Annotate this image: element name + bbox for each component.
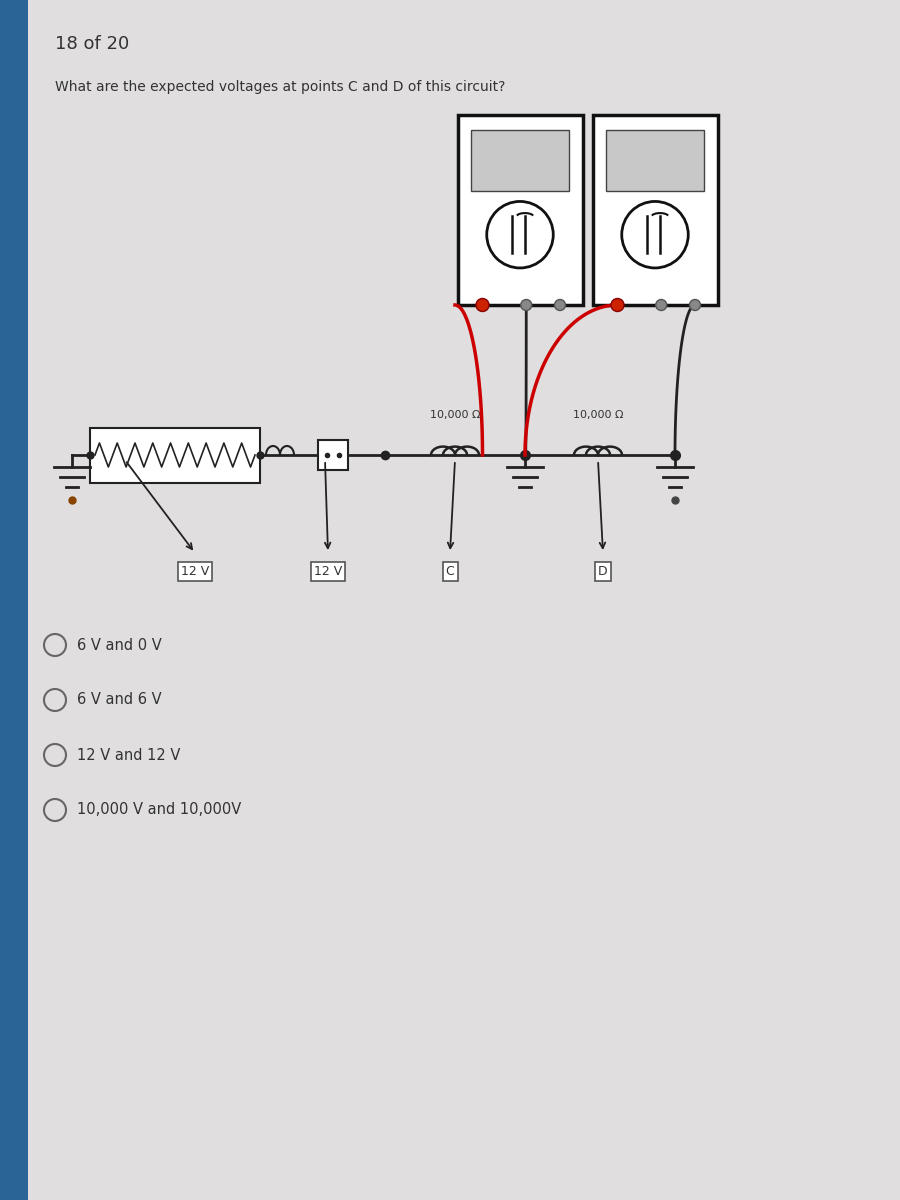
Text: 12 V: 12 V <box>181 565 209 578</box>
Text: 18 of 20: 18 of 20 <box>55 35 130 53</box>
Text: C: C <box>446 565 454 578</box>
Circle shape <box>487 202 554 268</box>
Text: 12 V: 12 V <box>314 565 342 578</box>
Circle shape <box>656 300 667 311</box>
Circle shape <box>611 299 624 312</box>
Text: 6 V and 6 V: 6 V and 6 V <box>77 692 162 708</box>
Text: D: D <box>598 565 608 578</box>
Text: 12 V and 12 V: 12 V and 12 V <box>77 748 180 762</box>
Circle shape <box>554 300 565 311</box>
Circle shape <box>689 300 700 311</box>
Circle shape <box>476 299 489 312</box>
FancyBboxPatch shape <box>90 427 260 482</box>
Text: What are the expected voltages at points C and D of this circuit?: What are the expected voltages at points… <box>55 80 506 94</box>
Text: 10,000 Ω: 10,000 Ω <box>430 410 481 420</box>
FancyBboxPatch shape <box>607 130 704 191</box>
FancyBboxPatch shape <box>0 0 28 1200</box>
FancyBboxPatch shape <box>472 130 569 191</box>
FancyBboxPatch shape <box>318 440 347 470</box>
Text: 6 V and 0 V: 6 V and 0 V <box>77 637 162 653</box>
Circle shape <box>521 300 532 311</box>
Text: 10,000 Ω: 10,000 Ω <box>572 410 623 420</box>
FancyBboxPatch shape <box>592 115 717 305</box>
Circle shape <box>622 202 688 268</box>
FancyBboxPatch shape <box>457 115 582 305</box>
Text: 10,000 V and 10,000V: 10,000 V and 10,000V <box>77 803 241 817</box>
